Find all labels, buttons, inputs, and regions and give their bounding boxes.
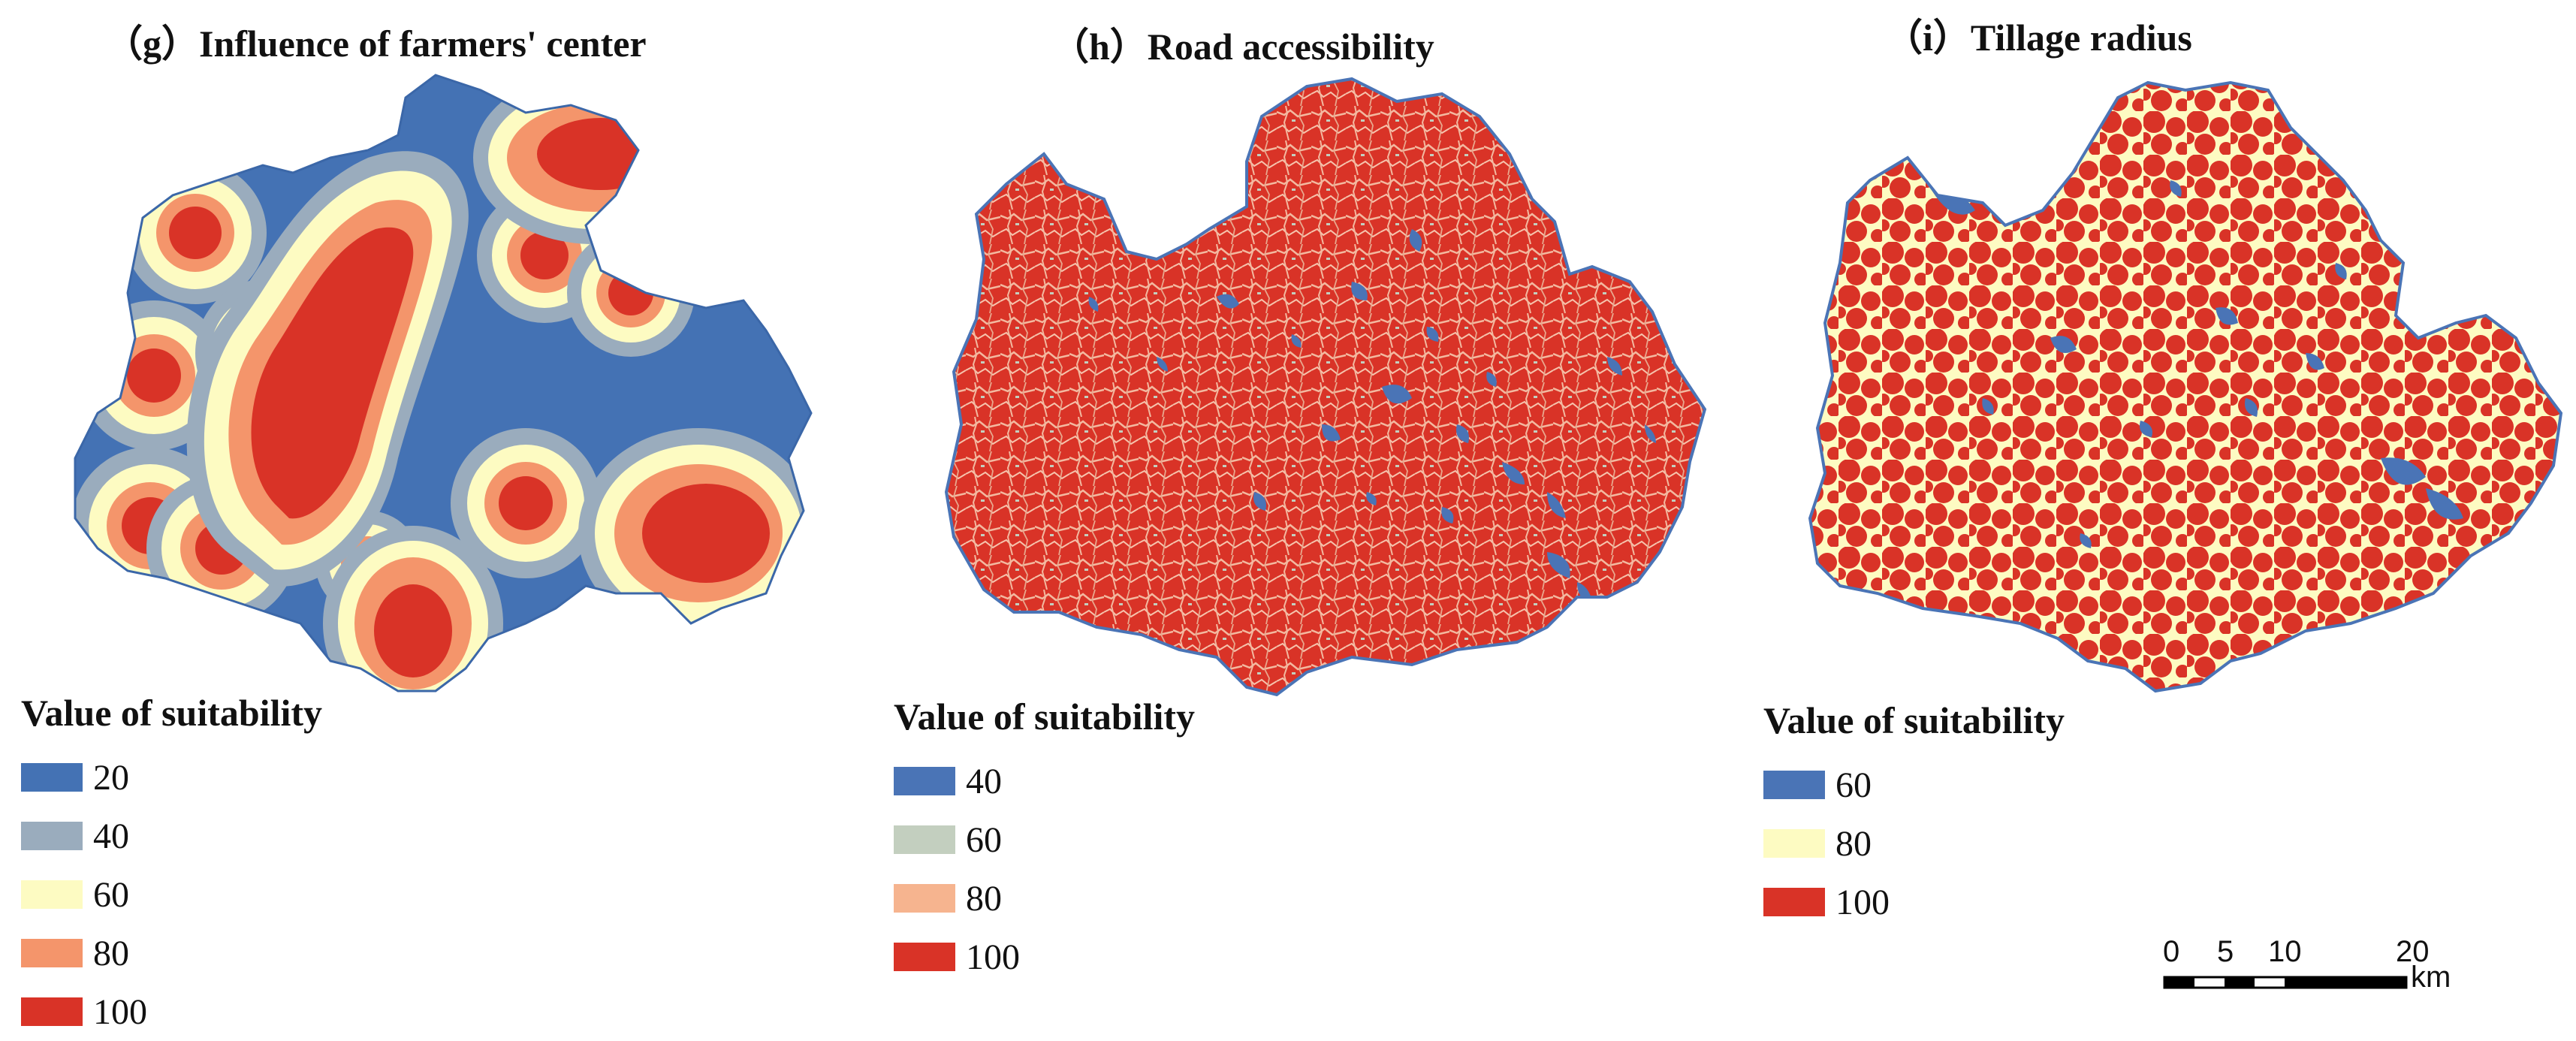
legend-label: 100 bbox=[93, 991, 147, 1032]
legend-swatch bbox=[21, 880, 83, 909]
center-rings bbox=[75, 75, 811, 691]
legend-item: 60 bbox=[21, 865, 322, 924]
low-suitability-gaps bbox=[1930, 180, 2523, 571]
panel-road-accessibility: （h）Road accessibility bbox=[871, 0, 1720, 1036]
low-access-patches bbox=[1088, 229, 1656, 601]
legend-item: 60 bbox=[1763, 756, 2065, 814]
legend-label: 80 bbox=[966, 878, 1002, 919]
legend: Value of suitability 40 60 80 100 bbox=[894, 695, 1195, 986]
scale-bar: 0 5 10 20 km bbox=[2163, 935, 2508, 1003]
panel-title: （h）Road accessibility bbox=[1051, 26, 1434, 68]
map-farmers-center bbox=[74, 74, 813, 692]
legend-swatch bbox=[894, 884, 955, 913]
legend-label: 60 bbox=[93, 874, 129, 915]
scale-tick-label: 20 bbox=[2396, 935, 2430, 968]
legend-item: 80 bbox=[21, 924, 322, 982]
legend-label: 40 bbox=[93, 816, 129, 856]
map-surface bbox=[946, 79, 1705, 695]
scale-tick-label: 0 bbox=[2163, 935, 2180, 968]
legend-item: 20 bbox=[21, 748, 322, 807]
panel-title: （g）Influence of farmers' center bbox=[105, 23, 647, 65]
map-road-accessibility bbox=[944, 77, 1707, 697]
legend-item: 60 bbox=[894, 810, 1195, 869]
scale-unit: km bbox=[2411, 961, 2451, 994]
map-tillage-radius bbox=[1808, 80, 2563, 693]
map-surface bbox=[75, 75, 811, 691]
scale-bar-graphic bbox=[2163, 976, 2408, 989]
legend-label: 100 bbox=[1835, 882, 1890, 922]
legend-swatch bbox=[21, 763, 83, 792]
legend: Value of suitability 20 40 60 80 100 bbox=[21, 691, 322, 1041]
legend-label: 40 bbox=[966, 761, 1002, 801]
legend-swatch bbox=[21, 939, 83, 967]
legend-swatch bbox=[21, 997, 83, 1026]
legend-title: Value of suitability bbox=[894, 696, 1196, 738]
scale-tick-label: 5 bbox=[2217, 935, 2234, 968]
panel-tillage-radius: （i）Tillage radius bbox=[1742, 0, 2576, 1036]
boundary-outline bbox=[1808, 80, 2563, 693]
boundary-outline bbox=[944, 77, 1707, 697]
legend-swatch bbox=[894, 767, 955, 795]
legend-title: Value of suitability bbox=[21, 692, 323, 734]
scale-tick-label: 10 bbox=[2268, 935, 2302, 968]
boundary-outline bbox=[74, 74, 813, 692]
legend-label: 20 bbox=[93, 757, 129, 798]
legend-swatch bbox=[1763, 888, 1825, 916]
legend-item: 80 bbox=[1763, 814, 2065, 873]
legend-item: 100 bbox=[21, 982, 322, 1041]
legend-swatch bbox=[1763, 829, 1825, 858]
legend-item: 40 bbox=[21, 807, 322, 865]
panel-farmers-center: （g）Influence of farmers' center bbox=[0, 0, 849, 1036]
legend-item: 80 bbox=[894, 869, 1195, 928]
panel-title: （i）Tillage radius bbox=[1885, 17, 2192, 59]
legend: Value of suitability 60 80 100 bbox=[1763, 699, 2065, 931]
legend-label: 80 bbox=[93, 933, 129, 973]
legend-item: 100 bbox=[894, 928, 1195, 986]
legend-label: 60 bbox=[1835, 765, 1872, 805]
legend-item: 40 bbox=[894, 752, 1195, 810]
legend-swatch bbox=[894, 825, 955, 854]
legend-swatch bbox=[1763, 771, 1825, 799]
legend-swatch bbox=[894, 943, 955, 971]
legend-title: Value of suitability bbox=[1763, 699, 2065, 741]
legend-label: 60 bbox=[966, 819, 1002, 860]
legend-item: 100 bbox=[1763, 873, 2065, 931]
legend-label: 100 bbox=[966, 937, 1020, 977]
legend-swatch bbox=[21, 822, 83, 850]
legend-label: 80 bbox=[1835, 823, 1872, 864]
